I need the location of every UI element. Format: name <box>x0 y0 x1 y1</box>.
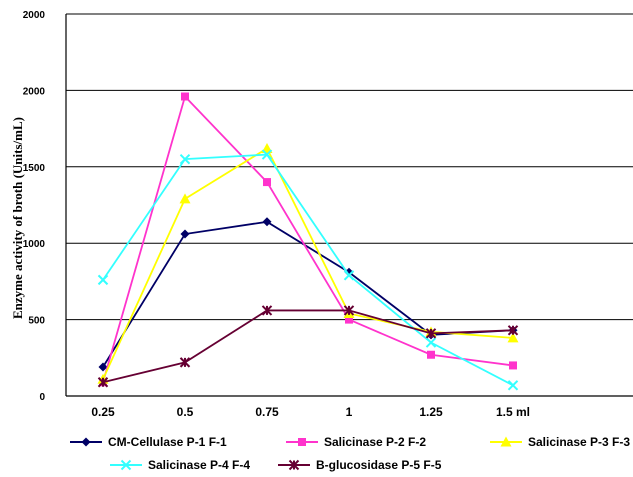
series-line <box>102 220 514 368</box>
x-tick-label: 0.5 <box>177 405 194 419</box>
x-marker <box>261 149 273 160</box>
x-tick-label: 0.25 <box>91 405 115 419</box>
star-marker <box>261 305 273 316</box>
y-tick-label: 1000 <box>23 239 46 250</box>
legend-item: B-glucosidase P-5 F-5 <box>278 458 442 472</box>
x-marker <box>343 270 355 281</box>
diamond-marker <box>344 267 354 277</box>
x-marker <box>120 459 132 471</box>
triangle-marker <box>179 193 191 204</box>
legend-label: Salicinase P-3 F-3 <box>528 435 630 449</box>
legend-label: CM-Cellulase P-1 F-1 <box>108 435 227 449</box>
gridlines <box>66 13 633 321</box>
square-marker <box>181 92 189 101</box>
legend-label: Salicinase P-2 F-2 <box>324 435 426 449</box>
y-axis-label: Enzyme activity of broth (Units/mL) <box>10 117 25 319</box>
x-marker <box>179 153 191 165</box>
legend-item: Salicinase P-4 F-4 <box>110 458 250 472</box>
x-marker <box>425 337 437 348</box>
star-marker <box>97 377 109 388</box>
x-tick-label: 1.25 <box>419 405 443 419</box>
series-5 <box>97 305 519 388</box>
legend-item: Salicinase P-3 F-3 <box>490 435 630 449</box>
legend-item: CM-Cellulase P-1 F-1 <box>70 435 227 449</box>
x-tick-label: 1 <box>346 405 353 419</box>
triangle-marker <box>507 332 519 343</box>
series-1 <box>98 217 518 372</box>
axes <box>65 14 633 397</box>
series-2 <box>99 92 517 387</box>
star-marker <box>425 328 437 339</box>
series-line <box>102 94 514 383</box>
square-marker <box>509 361 517 370</box>
diamond-marker <box>98 362 108 372</box>
y-tick-label: 2000 <box>23 86 46 97</box>
triangle-marker <box>500 436 512 447</box>
star-marker <box>507 325 519 336</box>
legend: CM-Cellulase P-1 F-1 Salicinase P-2 F-2 Sa… <box>70 435 630 472</box>
x-tick-label: 0.75 <box>255 405 279 419</box>
series-4 <box>97 149 519 391</box>
diamond-marker <box>81 437 91 447</box>
tick-labels: 0 500 1000 1500 2000 2000 0.25 0.5 0.75 1 1.25 1.5 … <box>23 10 530 419</box>
diamond-marker <box>180 229 190 239</box>
y-tick-label: 2000 <box>23 10 46 21</box>
y-tick-label: 500 <box>28 316 45 327</box>
diamond-marker <box>262 217 272 227</box>
legend-label: B-glucosidase P-5 F-5 <box>316 458 442 472</box>
square-marker <box>427 350 435 359</box>
series-line <box>102 147 514 380</box>
x-tick-label: 1.5 ml <box>496 405 530 419</box>
x-marker <box>97 274 109 286</box>
series-line <box>102 309 514 384</box>
plot-series <box>97 92 519 391</box>
star-marker <box>179 357 191 368</box>
square-marker <box>263 178 271 187</box>
square-marker <box>298 438 306 446</box>
y-tick-label: 1500 <box>23 163 46 174</box>
star-marker <box>288 459 300 471</box>
legend-label: Salicinase P-4 F-4 <box>148 458 250 472</box>
y-tick-label: 0 <box>39 392 45 403</box>
star-marker <box>343 305 355 316</box>
square-marker <box>345 315 353 324</box>
x-marker <box>507 380 519 391</box>
legend-item: Salicinase P-2 F-2 <box>286 435 426 449</box>
series-line <box>102 153 514 387</box>
